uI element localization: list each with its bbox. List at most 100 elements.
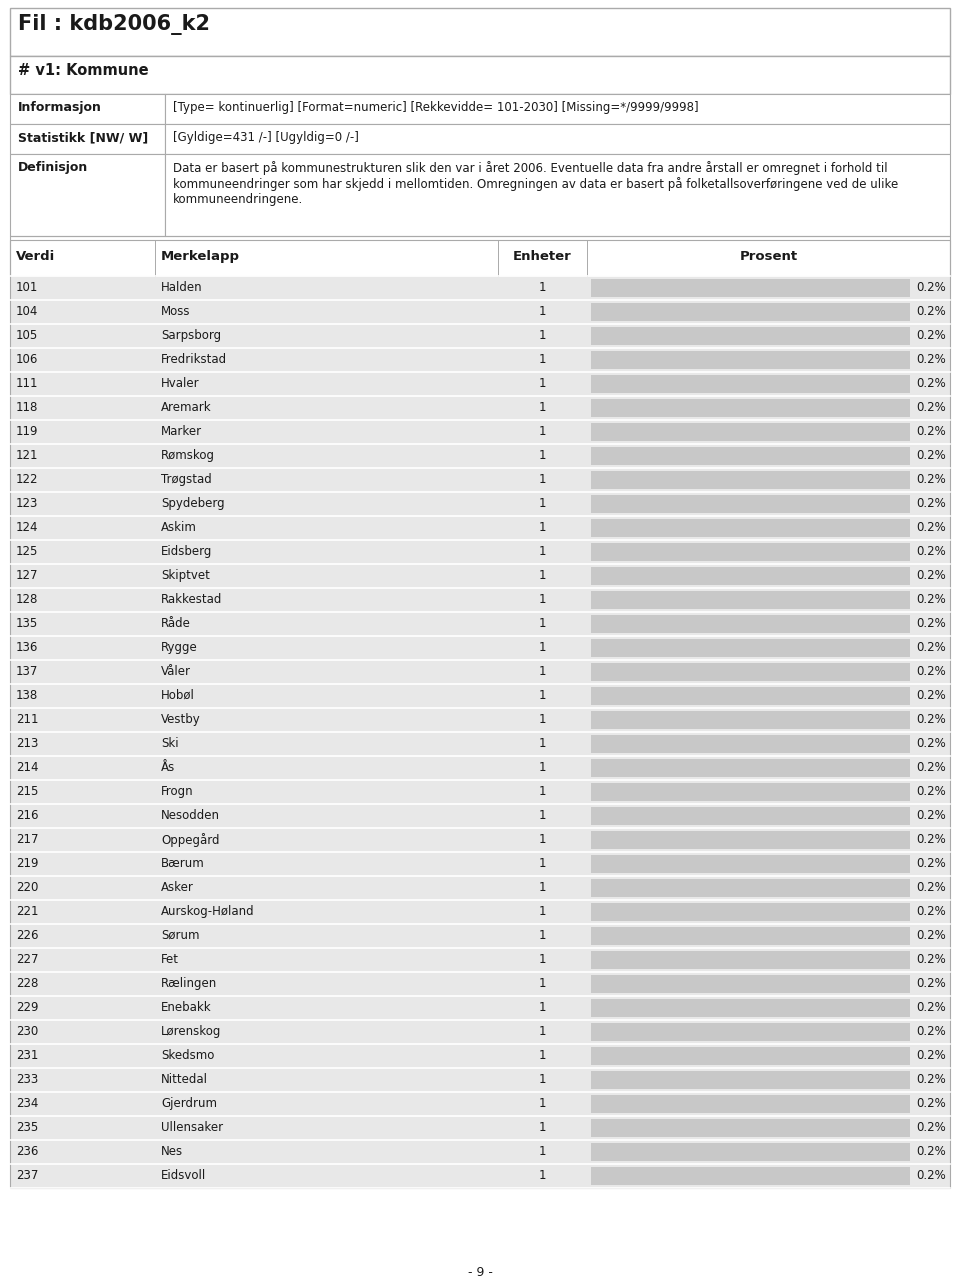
Text: 1: 1 [539, 856, 546, 871]
Text: 214: 214 [16, 761, 38, 774]
Bar [10, 420, 950, 444]
Text: 0.2%: 0.2% [916, 953, 946, 966]
Bar [10, 612, 950, 636]
Text: 1: 1 [539, 521, 546, 534]
Text: 1: 1 [539, 641, 546, 654]
Text: Verdi: Verdi [16, 250, 56, 263]
Text: Aurskog-Høland: Aurskog-Høland [161, 905, 254, 918]
Bar [10, 1140, 950, 1165]
Bar [591, 496, 910, 514]
Text: Definisjon: Definisjon [18, 160, 88, 175]
Text: 211: 211 [16, 713, 38, 725]
Text: 128: 128 [16, 593, 38, 606]
Text: 233: 233 [16, 1073, 38, 1086]
Text: Lørenskog: Lørenskog [161, 1025, 222, 1037]
Bar [591, 999, 910, 1017]
Text: Nittedal: Nittedal [161, 1073, 208, 1086]
Bar [10, 56, 950, 94]
Text: Fet: Fet [161, 953, 179, 966]
Text: 1: 1 [539, 353, 546, 366]
Bar [10, 372, 950, 395]
Text: Merkelapp: Merkelapp [161, 250, 240, 263]
Text: Oppegård: Oppegård [161, 833, 220, 847]
Text: Statistikk [NW/ W]: Statistikk [NW/ W] [18, 131, 148, 144]
Text: 1: 1 [539, 401, 546, 413]
Text: 0.2%: 0.2% [916, 690, 946, 702]
Text: 1: 1 [539, 281, 546, 294]
Text: 0.2%: 0.2% [916, 1002, 946, 1014]
Bar [591, 783, 910, 801]
Text: 0.2%: 0.2% [916, 449, 946, 462]
Text: Informasjon: Informasjon [18, 101, 102, 114]
Bar [10, 541, 950, 564]
Bar [10, 876, 950, 900]
Bar [10, 444, 950, 467]
Text: Råde: Råde [161, 618, 191, 630]
Bar [10, 1116, 950, 1140]
Bar [591, 855, 910, 873]
Bar [10, 300, 950, 324]
Text: 0.2%: 0.2% [916, 544, 946, 559]
Bar [591, 975, 910, 993]
Bar [591, 615, 910, 633]
Text: 1: 1 [539, 833, 546, 846]
Bar [591, 327, 910, 345]
Text: 1: 1 [539, 881, 546, 894]
Bar [10, 8, 950, 56]
Bar [591, 927, 910, 945]
Text: 1: 1 [539, 690, 546, 702]
Text: Data er basert på kommunestrukturen slik den var i året 2006. Eventuelle data fr: Data er basert på kommunestrukturen slik… [173, 160, 888, 175]
Text: 0.2%: 0.2% [916, 593, 946, 606]
Bar [591, 375, 910, 393]
Bar [10, 972, 950, 996]
Text: 221: 221 [16, 905, 38, 918]
Bar [10, 804, 950, 828]
Text: 229: 229 [16, 1002, 38, 1014]
Bar [591, 447, 910, 465]
Text: 0.2%: 0.2% [916, 713, 946, 725]
Text: Trøgstad: Trøgstad [161, 473, 212, 487]
Text: 111: 111 [16, 377, 38, 390]
Bar [10, 660, 950, 684]
Text: 236: 236 [16, 1145, 38, 1158]
Text: Hvaler: Hvaler [161, 377, 200, 390]
Bar [165, 94, 950, 125]
Text: 0.2%: 0.2% [916, 521, 946, 534]
Text: 105: 105 [16, 329, 38, 342]
Bar [165, 125, 950, 154]
Text: 0.2%: 0.2% [916, 641, 946, 654]
Text: Marker: Marker [161, 425, 203, 438]
Bar [591, 471, 910, 489]
Bar [591, 543, 910, 561]
Bar [10, 756, 950, 779]
Text: 135: 135 [16, 618, 38, 630]
Text: Sørum: Sørum [161, 930, 200, 942]
Text: Hobøl: Hobøl [161, 690, 195, 702]
Text: 231: 231 [16, 1049, 38, 1062]
Text: 0.2%: 0.2% [916, 1121, 946, 1134]
Text: 234: 234 [16, 1097, 38, 1109]
Bar [10, 900, 950, 924]
Text: 1: 1 [539, 809, 546, 822]
Text: 215: 215 [16, 785, 38, 797]
Text: 101: 101 [16, 281, 38, 294]
Text: Frogn: Frogn [161, 785, 194, 797]
Text: 0.2%: 0.2% [916, 1097, 946, 1109]
Text: 220: 220 [16, 881, 38, 894]
Bar [591, 1046, 910, 1064]
Text: 0.2%: 0.2% [916, 1168, 946, 1183]
Text: Rakkestad: Rakkestad [161, 593, 223, 606]
Text: [Type= kontinuerlig] [Format=numeric] [Rekkevidde= 101-2030] [Missing=*/9999/999: [Type= kontinuerlig] [Format=numeric] [R… [173, 101, 699, 114]
Text: Skedsmo: Skedsmo [161, 1049, 214, 1062]
Text: 137: 137 [16, 665, 38, 678]
Bar [591, 519, 910, 537]
Text: Ullensaker: Ullensaker [161, 1121, 223, 1134]
Text: 106: 106 [16, 353, 38, 366]
Bar [591, 1143, 910, 1161]
Bar [10, 684, 950, 707]
Text: 0.2%: 0.2% [916, 881, 946, 894]
Bar [10, 1019, 950, 1044]
Text: 1: 1 [539, 329, 546, 342]
Text: 1: 1 [539, 449, 546, 462]
Bar [10, 395, 950, 420]
